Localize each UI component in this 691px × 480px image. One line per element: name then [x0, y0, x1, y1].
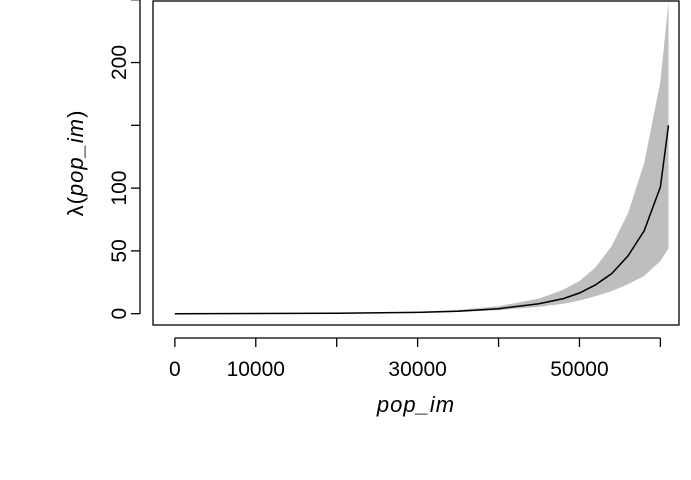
x-tick-label: 30000	[388, 358, 446, 381]
x-axis-title: pop_im	[376, 392, 455, 417]
y-tick-label: 100	[108, 171, 131, 206]
series-line	[174, 125, 670, 315]
x-tick-label: 50000	[550, 358, 608, 381]
y-axis-title-var: pop_im	[63, 118, 88, 197]
x-tick-label: 0	[169, 358, 181, 381]
axes: 0 10000 30000 50000 0 50 100 200	[108, 0, 680, 381]
y-axis-title: λ(pop_im)	[63, 110, 88, 217]
x-tick-label: 10000	[227, 358, 285, 381]
y-tick-label: 0	[108, 308, 131, 320]
plot-area	[174, 2, 670, 315]
y-tick-label: 50	[108, 239, 131, 262]
confidence-band	[174, 2, 669, 314]
y-tick-label: 200	[108, 45, 131, 80]
y-axis-title-suffix: )	[63, 110, 88, 118]
plot-frame	[152, 0, 680, 326]
y-axis-title-prefix: λ(	[63, 196, 88, 216]
